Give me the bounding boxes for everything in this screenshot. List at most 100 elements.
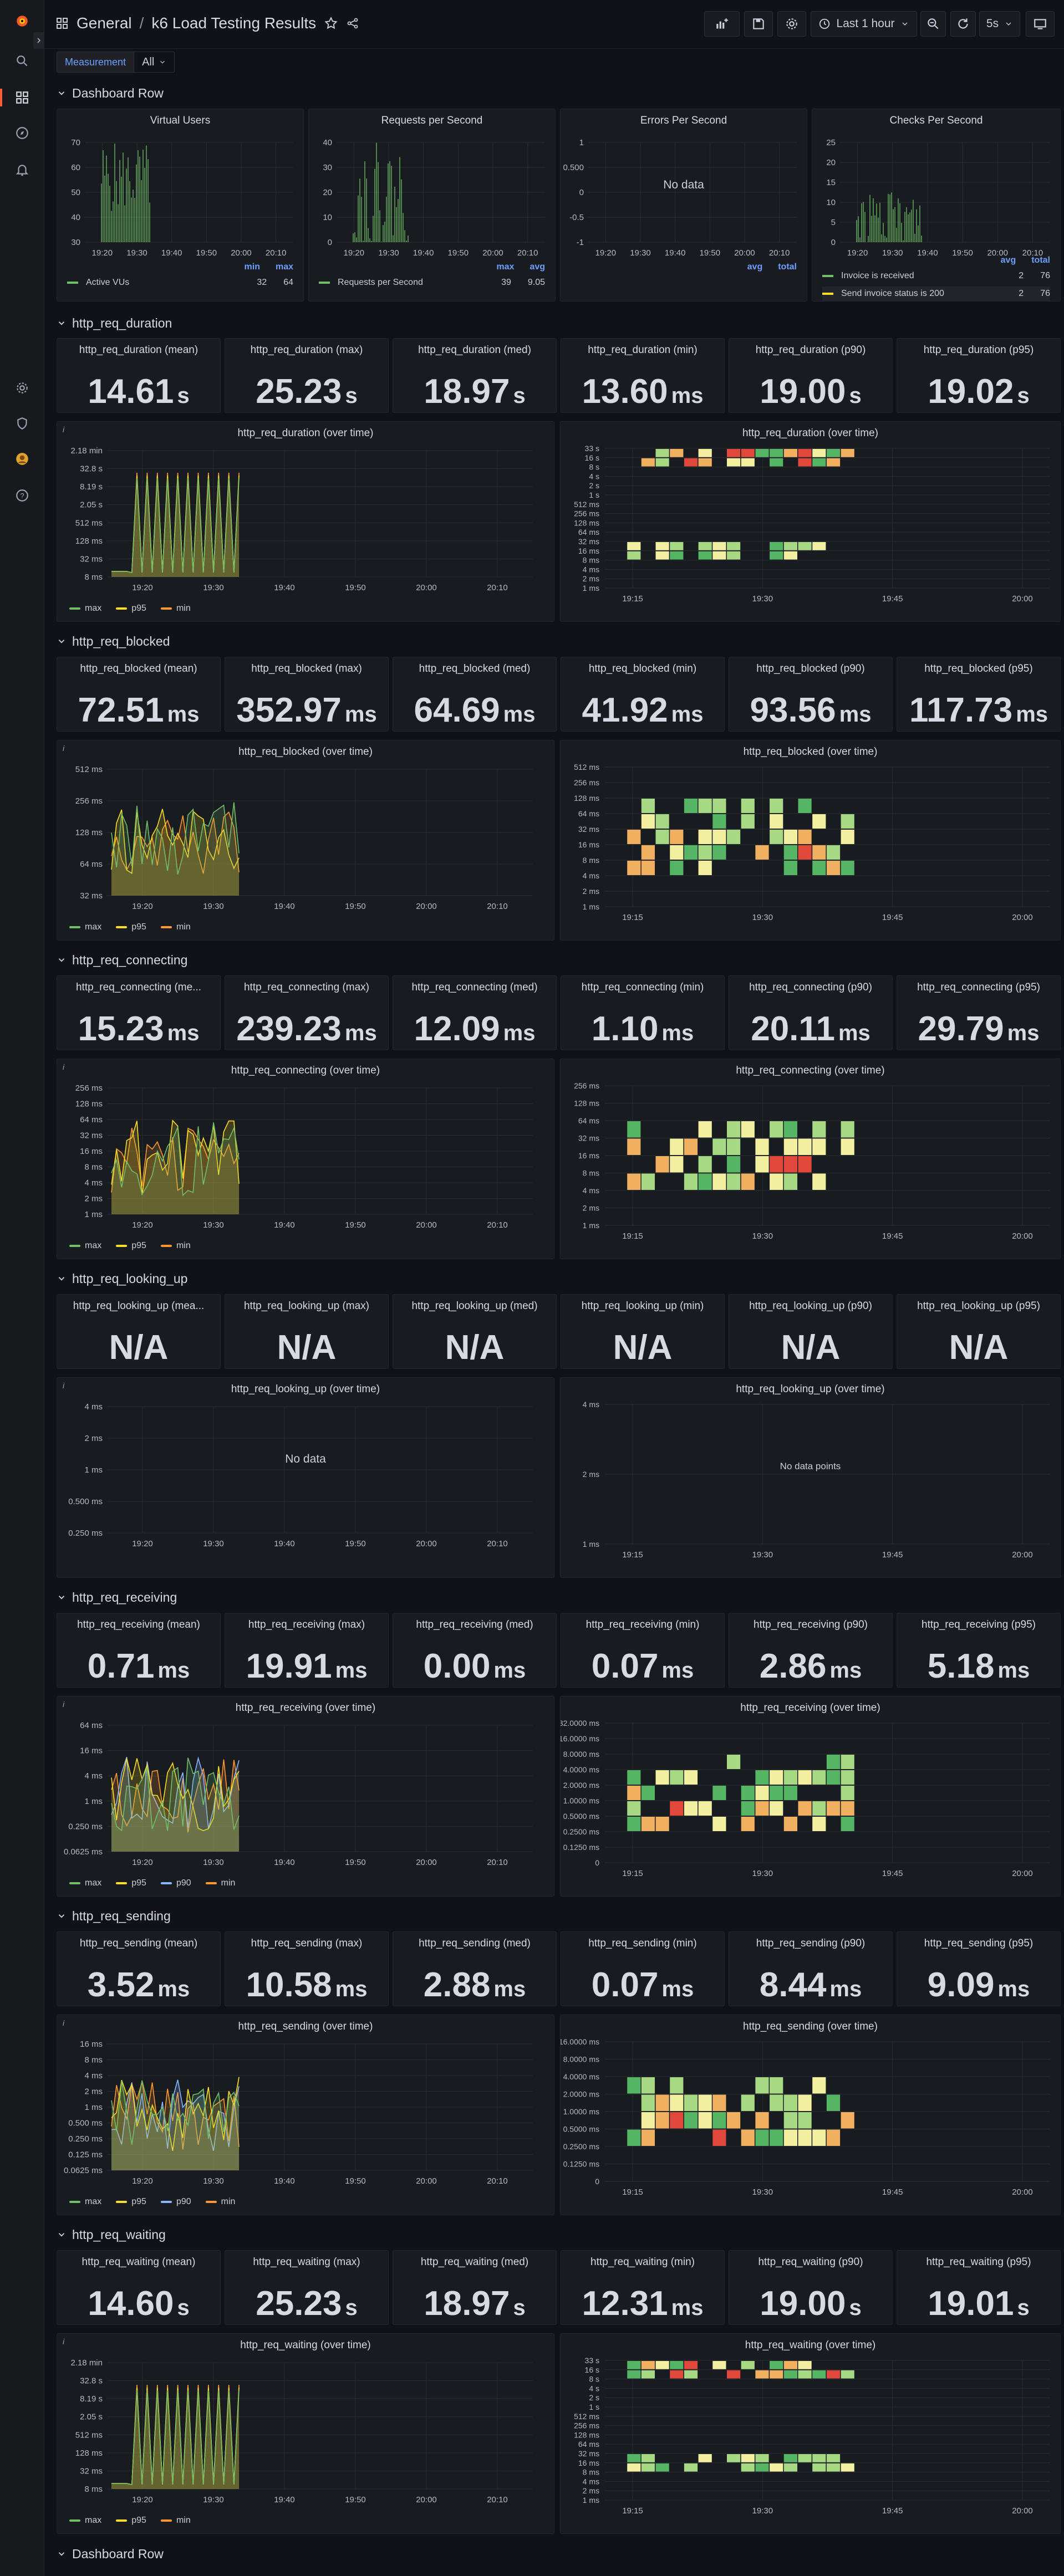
panel-title[interactable]: http_req_duration (max)	[250, 344, 363, 356]
add-panel-button[interactable]	[704, 11, 740, 37]
alerting-bell-icon[interactable]	[12, 160, 32, 180]
panel-info-icon[interactable]: i	[63, 1700, 65, 1709]
panel-title[interactable]: http_req_duration (min)	[588, 344, 698, 356]
panel-title[interactable]: http_req_sending (p90)	[756, 1938, 866, 1949]
dashboard-row-header[interactable]: http_req_blocked	[57, 630, 170, 652]
server-admin-shield-icon[interactable]	[12, 413, 32, 433]
panel-title[interactable]: http_req_receiving (p90)	[754, 1619, 868, 1631]
panel-title[interactable]: http_req_looking_up (mea...	[73, 1300, 205, 1312]
legend-row[interactable]: Requests per Second 39 9.05	[319, 275, 545, 290]
panel-title[interactable]: http_req_blocked (p90)	[756, 663, 865, 674]
legend-item[interactable]: min	[160, 604, 191, 614]
legend-item[interactable]: p95	[116, 1241, 146, 1251]
panel-title[interactable]: http_req_blocked (max)	[251, 663, 362, 674]
time-range-picker[interactable]: Last 1 hour	[811, 11, 917, 37]
panel-info-icon[interactable]: i	[63, 744, 65, 753]
dashboard-row-header[interactable]: http_req_sending	[57, 1905, 171, 1927]
dashboard-row-header[interactable]: http_req_connecting	[57, 949, 187, 971]
zoom-out-button[interactable]	[920, 11, 946, 37]
panel-title[interactable]: http_req_waiting (p90)	[758, 2256, 863, 2268]
panel-title[interactable]: http_req_sending (max)	[251, 1938, 363, 1949]
breadcrumb-folder[interactable]: General	[77, 14, 132, 32]
help-icon[interactable]: ?	[12, 485, 32, 505]
configuration-gear-icon[interactable]	[12, 378, 32, 398]
refresh-button[interactable]	[950, 11, 976, 37]
legend-header-cell[interactable]: max	[496, 262, 515, 272]
legend-item[interactable]: p95	[116, 604, 146, 614]
star-icon[interactable]	[324, 16, 338, 30]
legend-row[interactable]: Send invoice status is 200 2 76	[822, 287, 1050, 301]
legend-header-cell[interactable]: total	[1031, 255, 1050, 265]
panel-title[interactable]: http_req_duration (mean)	[79, 344, 198, 356]
panel-title[interactable]: http_req_receiving (max)	[248, 1619, 365, 1631]
legend-row[interactable]: Active VUs 32 64	[67, 275, 293, 290]
legend-item[interactable]: min	[205, 2197, 235, 2207]
legend-item[interactable]: p95	[116, 2197, 146, 2207]
legend-item[interactable]: max	[69, 1241, 101, 1251]
legend-item[interactable]: max	[69, 2197, 101, 2207]
panel-title[interactable]: http_req_receiving (p95)	[922, 1619, 1036, 1631]
panel-title[interactable]: http_req_sending (min)	[588, 1938, 697, 1949]
legend-header-cell[interactable]: avg	[747, 262, 763, 272]
variable-select-measurement[interactable]: All	[134, 52, 175, 73]
panel-info-icon[interactable]: i	[63, 1381, 65, 1390]
panel-title[interactable]: http_req_blocked (mean)	[80, 663, 197, 674]
legend-item[interactable]: max	[69, 604, 101, 614]
dashboards-icon[interactable]	[12, 88, 32, 108]
legend-item[interactable]: p95	[116, 1878, 146, 1888]
dashboard-settings-button[interactable]	[777, 11, 806, 37]
legend-item[interactable]: max	[69, 2516, 101, 2526]
sidebar-expand-icon[interactable]	[33, 32, 44, 49]
legend-header-cell[interactable]: avg	[530, 262, 545, 272]
panel-title[interactable]: http_req_looking_up (p95)	[917, 1300, 1040, 1312]
search-icon[interactable]	[12, 51, 32, 71]
dashboard-row-header[interactable]: http_req_waiting	[57, 2224, 166, 2246]
panel-title[interactable]: http_req_receiving (min)	[586, 1619, 700, 1631]
legend-item[interactable]: p95	[116, 922, 146, 932]
legend-item[interactable]: min	[160, 922, 191, 932]
dashboard-row-header[interactable]: http_req_receiving	[57, 1586, 177, 1608]
panel-title[interactable]: http_req_waiting (med)	[420, 2256, 529, 2268]
panel-title[interactable]: http_req_looking_up (med)	[411, 1300, 538, 1312]
tv-mode-button[interactable]	[1026, 11, 1055, 37]
panel-title[interactable]: http_req_looking_up (p90)	[749, 1300, 872, 1312]
legend-item[interactable]: min	[205, 1878, 235, 1888]
user-avatar-icon[interactable]	[12, 449, 32, 469]
panel-info-icon[interactable]: i	[63, 2018, 65, 2027]
panel-title[interactable]: http_req_connecting (max)	[243, 982, 369, 993]
panel-info-icon[interactable]: i	[63, 425, 65, 434]
panel-title[interactable]: http_req_waiting (max)	[253, 2256, 360, 2268]
panel-title[interactable]: http_req_looking_up (max)	[243, 1300, 370, 1312]
panel-title[interactable]: http_req_waiting (min)	[590, 2256, 695, 2268]
legend-header-cell[interactable]: max	[275, 262, 293, 272]
panel-title[interactable]: http_req_waiting (mean)	[82, 2256, 196, 2268]
panel-title[interactable]: http_req_sending (mean)	[79, 1938, 198, 1949]
panel-title[interactable]: http_req_connecting (p95)	[917, 982, 1040, 993]
refresh-interval-picker[interactable]: 5s	[979, 11, 1020, 37]
panel-title[interactable]: http_req_duration (p95)	[923, 344, 1034, 356]
dashboard-row-header[interactable]: http_req_duration	[57, 312, 172, 334]
panel-info-icon[interactable]: i	[63, 1062, 65, 1071]
panel-title[interactable]: http_req_blocked (med)	[419, 663, 531, 674]
legend-item[interactable]: p95	[116, 2516, 146, 2526]
legend-header-cell[interactable]: min	[244, 262, 260, 272]
panel-title[interactable]: http_req_sending (med)	[419, 1938, 531, 1949]
panel-title[interactable]: http_req_blocked (min)	[588, 663, 697, 674]
panel-info-icon[interactable]: i	[63, 2337, 65, 2346]
legend-item[interactable]: min	[160, 2516, 191, 2526]
dashboard-row-header[interactable]: Dashboard Row	[57, 82, 164, 104]
legend-item[interactable]: p90	[160, 1878, 191, 1888]
share-icon[interactable]	[346, 17, 359, 30]
panel-title[interactable]: http_req_sending (p95)	[924, 1938, 1034, 1949]
panel-title[interactable]: http_req_blocked (p95)	[924, 663, 1033, 674]
legend-item[interactable]: p90	[160, 2197, 191, 2207]
explore-icon[interactable]	[12, 123, 32, 143]
panel-title[interactable]: http_req_connecting (p90)	[749, 982, 872, 993]
panel-title[interactable]: http_req_looking_up (min)	[581, 1300, 704, 1312]
panel-title[interactable]: http_req_waiting (p95)	[926, 2256, 1031, 2268]
page-title[interactable]: k6 Load Testing Results	[151, 14, 317, 32]
save-dashboard-button[interactable]	[744, 11, 773, 37]
panel-title[interactable]: http_req_connecting (me...	[75, 982, 202, 993]
legend-item[interactable]: max	[69, 922, 101, 932]
panel-title[interactable]: http_req_receiving (mean)	[77, 1619, 200, 1631]
